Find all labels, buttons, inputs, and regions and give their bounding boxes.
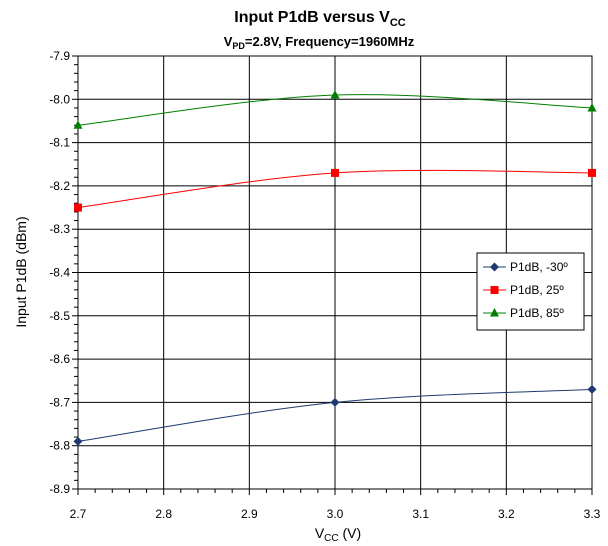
- data-point: [73, 120, 83, 129]
- x-tick-label: 2.9: [241, 507, 258, 521]
- data-point: [331, 168, 339, 177]
- x-tick-label: 3.0: [327, 507, 344, 521]
- data-point: [588, 168, 596, 177]
- y-tick-label: -8.2: [49, 179, 70, 193]
- legend-marker: [490, 308, 499, 317]
- y-tick-label: -7.9: [49, 49, 70, 63]
- legend-item: P1dB, 85º: [483, 306, 564, 320]
- legend-label: P1dB, 85º: [510, 306, 564, 320]
- x-tick-label: 2.8: [155, 507, 172, 521]
- series-2: [74, 168, 596, 212]
- chart-subtitle-subscript: PD: [232, 41, 245, 51]
- legend-marker: [490, 286, 499, 294]
- x-axis-label-subscript: CC: [324, 533, 338, 544]
- x-tick-label: 2.7: [70, 507, 87, 521]
- y-tick-label: -8.5: [49, 309, 70, 323]
- x-axis-label: VCC (V): [315, 525, 361, 544]
- series-group: [73, 89, 597, 446]
- y-tick-label: -8.9: [49, 482, 70, 496]
- x-tick-label: 3.2: [498, 507, 515, 521]
- data-point: [330, 89, 340, 99]
- y-tick-label: -8.8: [49, 439, 70, 453]
- y-tick-label: -8.7: [49, 395, 70, 409]
- data-point: [73, 436, 83, 446]
- chart-title-main: Input P1dB versus V: [234, 9, 390, 26]
- y-tick-label: -8.4: [49, 266, 70, 280]
- x-tick-labels: 2.7 2.8 2.9 3.0 3.1 3.2 3.3: [70, 507, 601, 521]
- y-tick-labels: -7.9 -8.0 -8.1 -8.2 -8.3 -8.4 -8.5 -8.6 -8.7 -8.8…: [49, 49, 70, 496]
- legend-label: P1dB, -30º: [510, 260, 568, 274]
- legend-label: P1dB, 25º: [510, 283, 564, 297]
- chart-title-subscript: CC: [390, 17, 406, 29]
- x-tick-label: 3.3: [584, 507, 601, 521]
- legend-marker: [490, 262, 499, 272]
- minor-ticks: [72, 55, 593, 495]
- x-axis-label-v: V: [315, 525, 325, 541]
- data-point: [74, 203, 82, 212]
- chart-subtitle-rest: =2.8V, Frequency=1960MHz: [245, 34, 415, 49]
- y-tick-label: -8.0: [49, 92, 70, 106]
- y-tick-label: -8.1: [49, 136, 70, 150]
- x-tick-label: 3.1: [412, 507, 429, 521]
- x-axis-label-rest: (V): [339, 525, 362, 541]
- y-tick-label: -8.6: [49, 352, 70, 366]
- chart-title: Input P1dB versus VCC: [234, 9, 406, 29]
- data-point: [587, 384, 597, 394]
- legend-item: P1dB, -30º: [483, 260, 568, 274]
- y-tick-label: -8.3: [49, 222, 70, 236]
- y-axis-label: Input P1dB (dBm): [13, 216, 29, 327]
- legend-item: P1dB, 25º: [483, 283, 564, 297]
- data-point: [587, 102, 597, 112]
- series-1: [73, 384, 597, 446]
- chart-subtitle-v: V: [224, 34, 233, 49]
- legend: P1dB, -30º P1dB, 25º P1dB, 85º: [476, 252, 585, 331]
- data-point: [330, 397, 340, 407]
- series-3: [73, 89, 597, 129]
- chart-subtitle: VPD=2.8V, Frequency=1960MHz: [224, 34, 415, 51]
